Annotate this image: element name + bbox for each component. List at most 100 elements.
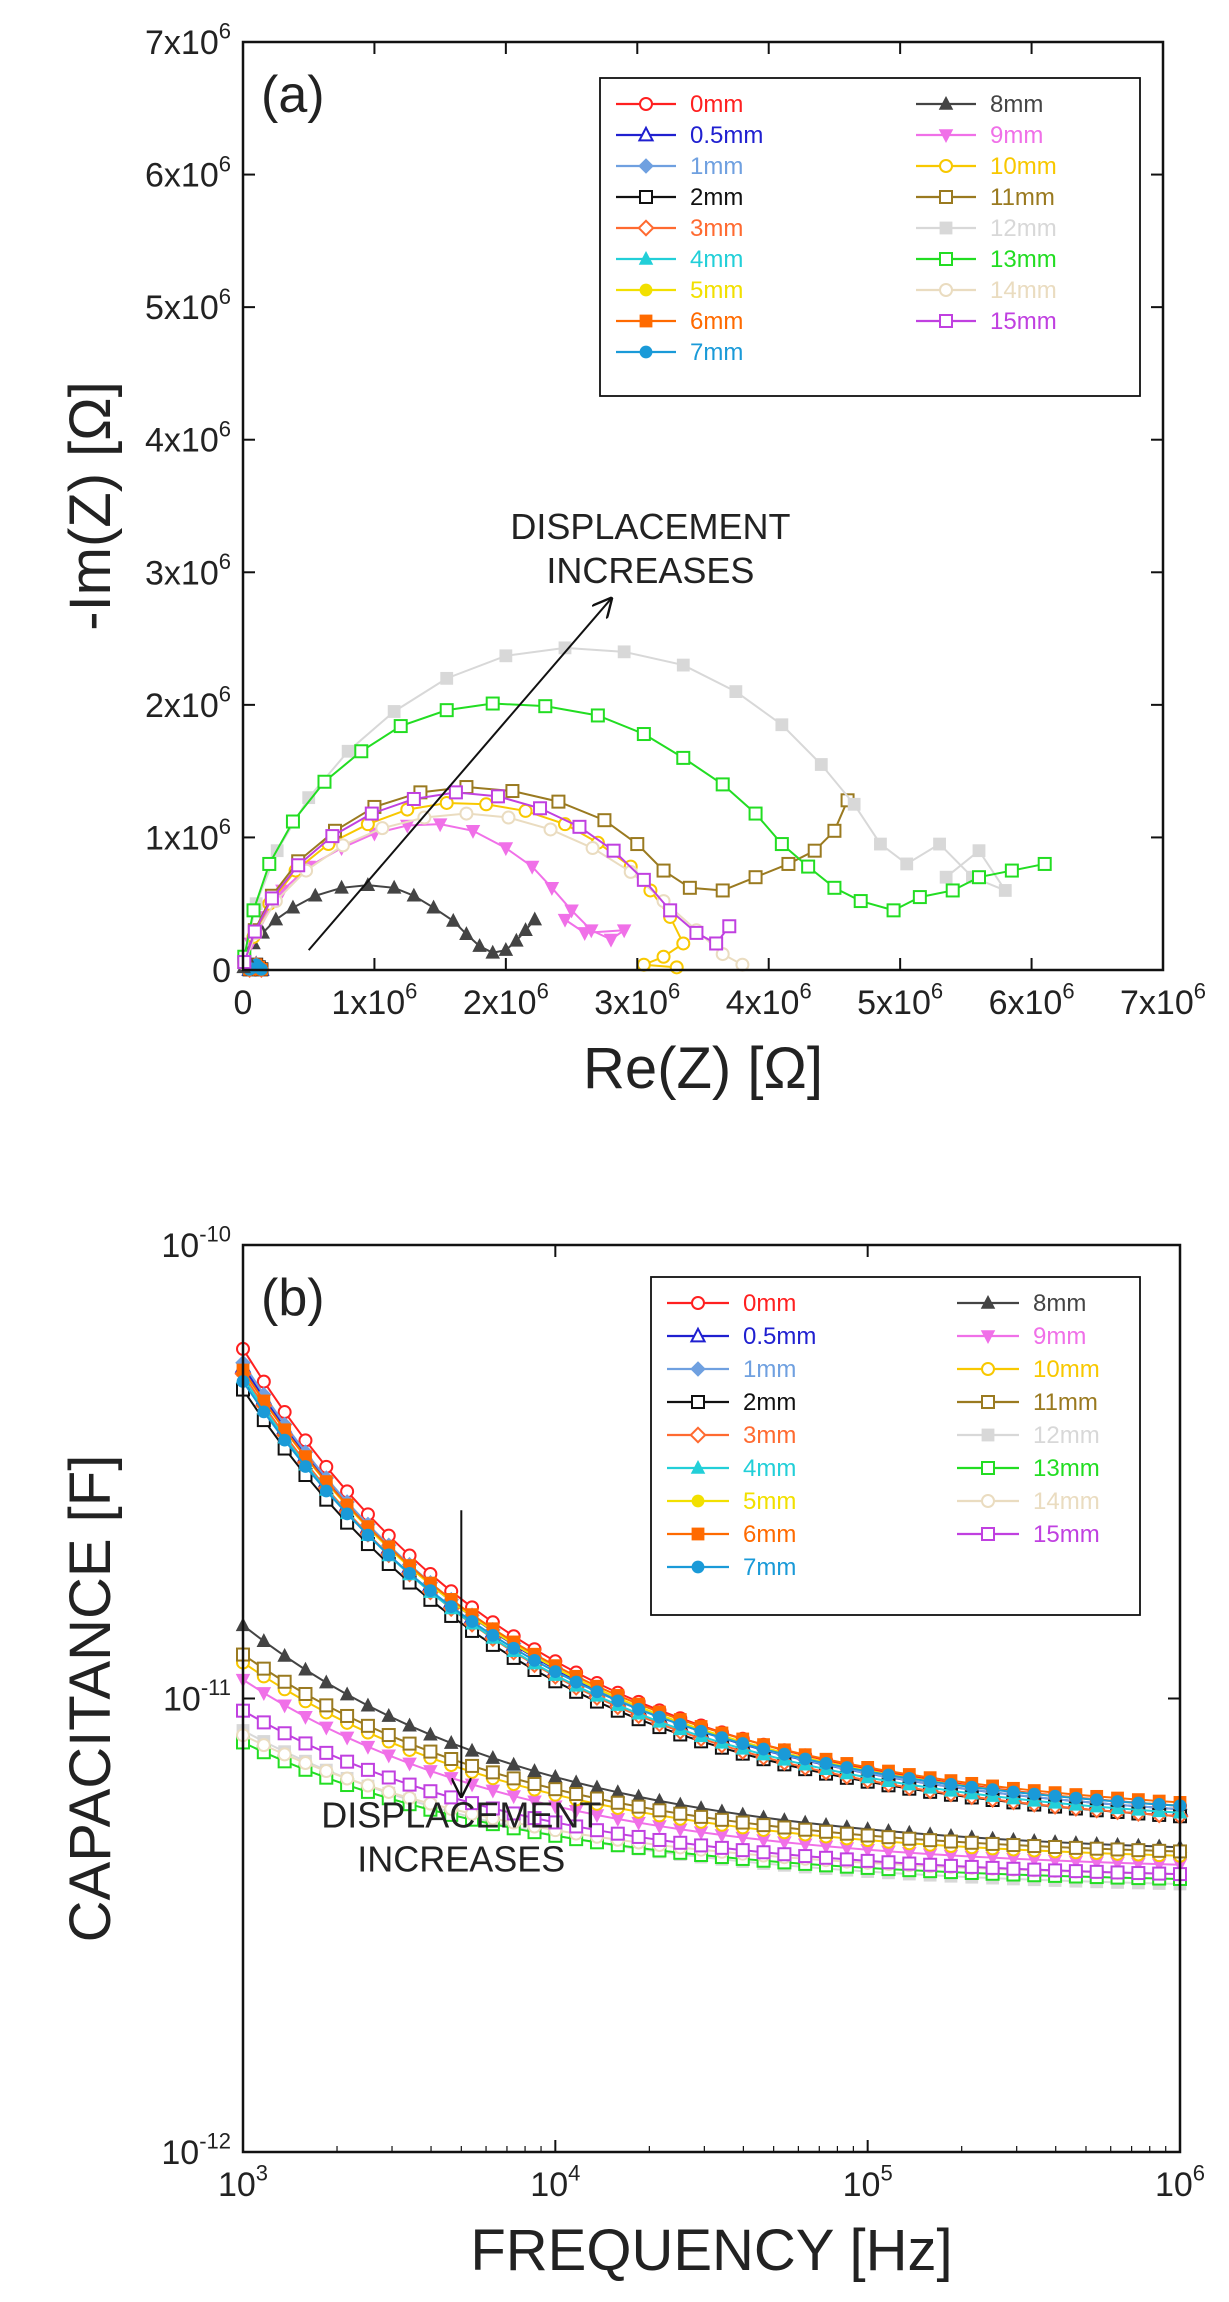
legend-item: 5mm (616, 277, 743, 304)
y-axis-label: CAPACITANCE [F] (58, 1455, 123, 1943)
data-point (827, 880, 842, 895)
data-point (246, 903, 261, 918)
legend-label: 2mm (690, 184, 743, 211)
data-point (402, 1777, 417, 1792)
legend-marker (637, 219, 655, 237)
data-point (972, 870, 986, 885)
data-point (277, 1726, 292, 1741)
data-point (360, 1697, 376, 1712)
legend-label: 0.5mm (690, 122, 763, 149)
data-point (985, 1860, 1000, 1875)
legend-marker (638, 250, 654, 265)
legend-label: 9mm (1033, 1323, 1086, 1350)
legend-label: 5mm (743, 1488, 796, 1515)
legend-item: 0mm (667, 1290, 796, 1317)
y-tick-label: 1x106 (145, 814, 231, 857)
data-point (298, 1736, 313, 1751)
data-point (590, 1685, 604, 1699)
data-point (689, 925, 704, 940)
legend-item: 12mm (916, 215, 1057, 242)
data-point (610, 1826, 625, 1841)
data-point (465, 1796, 480, 1811)
data-point (524, 860, 540, 875)
legend-item: 4mm (616, 246, 743, 273)
legend-box (599, 77, 1141, 397)
legend-marker (691, 1527, 705, 1541)
data-point (285, 814, 300, 829)
data-point (735, 1815, 750, 1830)
series-line (242, 1661, 1181, 1857)
legend-label: 14mm (1033, 1488, 1100, 1515)
data-point (339, 1686, 355, 1701)
series-group (234, 1341, 1189, 1891)
data-point (923, 1833, 938, 1848)
legend-item: 12mm (957, 1422, 1100, 1449)
data-point (923, 1857, 938, 1872)
data-point (518, 922, 533, 937)
data-point (1068, 1864, 1083, 1879)
legend-label: 7mm (743, 1554, 796, 1581)
data-point (814, 758, 828, 771)
data-point (277, 1647, 292, 1662)
data-point (256, 1661, 271, 1676)
data-point (308, 887, 323, 902)
legend-marker (981, 1395, 995, 1409)
data-point (729, 685, 743, 698)
panel-label: (b) (261, 1269, 325, 1327)
legend-item: 4mm (667, 1455, 796, 1482)
legend-marker (980, 1294, 996, 1309)
legend-label: 6mm (690, 308, 743, 335)
x-tick-label: 6x106 (989, 979, 1075, 1022)
legend-item: 0.5mm (667, 1323, 816, 1350)
legend-item: 14mm (957, 1488, 1100, 1515)
data-point (548, 1815, 563, 1830)
legend-marker (691, 1296, 705, 1310)
legend-label: 0mm (743, 1290, 796, 1317)
x-tick-label: 4x106 (726, 979, 812, 1022)
data-point (448, 785, 463, 800)
data-point (291, 858, 306, 873)
legend-label: 8mm (990, 91, 1043, 118)
series-line (242, 1380, 1181, 1807)
data-point (1068, 1840, 1083, 1855)
data-point (538, 699, 553, 714)
data-point (262, 856, 277, 871)
series-line (243, 812, 743, 966)
data-point (386, 879, 402, 894)
data-point (861, 1765, 875, 1778)
data-point (798, 1752, 812, 1766)
data-point (656, 863, 671, 878)
data-point (501, 810, 516, 825)
data-point (881, 1830, 896, 1845)
series-line (243, 823, 628, 964)
data-point (485, 696, 500, 711)
data-point (354, 744, 369, 759)
data-point (1090, 1793, 1104, 1807)
legend-item: 8mm (957, 1290, 1086, 1317)
data-point (597, 813, 612, 828)
data-point (694, 1838, 709, 1853)
legend: 0mm 0.5mm 1mm 2mm 3mm 4mm 5mm 6mm 7mm 8mm 9mm 10mm 1… (599, 77, 1141, 397)
data-point (1006, 1861, 1021, 1876)
data-point (694, 1724, 708, 1738)
plot-frame (241, 40, 1165, 972)
legend-marker (981, 1428, 995, 1442)
data-point (277, 1747, 292, 1762)
legend-label: 15mm (1033, 1521, 1100, 1548)
data-point (277, 1699, 292, 1714)
data-point (423, 1765, 438, 1779)
x-axis-label: FREQUENCY [Hz] (470, 2218, 952, 2283)
legend-marker (938, 129, 954, 144)
data-point (325, 829, 340, 844)
data-point (923, 1775, 937, 1788)
data-point (360, 1718, 375, 1733)
series-line (242, 1624, 1181, 1849)
data-point (319, 1484, 333, 1498)
data-point (714, 1812, 729, 1827)
data-point (382, 1548, 396, 1562)
data-point (298, 1686, 313, 1701)
series-7mm (236, 1375, 1187, 1813)
data-point (485, 1750, 501, 1764)
